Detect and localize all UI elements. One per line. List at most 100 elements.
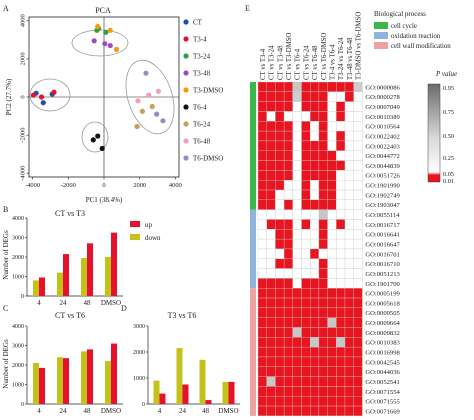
heatmap-cell bbox=[344, 396, 354, 407]
heatmap-cell bbox=[344, 199, 354, 210]
heatmap-cell bbox=[257, 160, 267, 171]
heatmap-cell bbox=[301, 366, 311, 377]
heatmap-cell bbox=[336, 219, 346, 230]
heatmap-cell bbox=[310, 386, 320, 397]
heatmap-cell bbox=[310, 140, 320, 151]
heatmap-cell bbox=[327, 386, 337, 397]
heatmap-cell bbox=[344, 219, 354, 230]
heatmap-cell bbox=[353, 307, 363, 318]
bar-down bbox=[105, 257, 111, 296]
heatmap-cell bbox=[318, 189, 328, 201]
heatmap-cell bbox=[283, 288, 293, 299]
colorbar-tick-label: 0.01 bbox=[443, 178, 454, 185]
bar-down bbox=[57, 272, 63, 296]
heatmap-cell bbox=[310, 396, 320, 407]
heatmap-cell bbox=[310, 258, 320, 269]
legend-label: T3-DMSO bbox=[193, 87, 223, 95]
heatmap-cell bbox=[292, 317, 302, 328]
heatmap-cell bbox=[327, 288, 337, 299]
heatmap-cell bbox=[344, 180, 354, 191]
pca-legend: CT T3-4 T3-24 T3-48 T3-DMSO T6-4 T6-24 T6-48 T6-… bbox=[183, 19, 223, 163]
heatmap-cell bbox=[283, 140, 293, 151]
heatmap-cell bbox=[301, 337, 311, 348]
heatmap-cell bbox=[344, 327, 354, 338]
heatmap-cell bbox=[301, 356, 311, 367]
pca-point bbox=[107, 42, 113, 49]
heatmap-cell bbox=[301, 386, 311, 397]
heatmap-cell bbox=[266, 121, 276, 132]
bar-up bbox=[111, 343, 117, 404]
heatmap-cell bbox=[344, 376, 354, 387]
heatmap-cell bbox=[318, 130, 328, 142]
pca-point bbox=[139, 108, 145, 114]
heatmap-cell bbox=[266, 327, 276, 338]
heatmap-cell bbox=[336, 238, 346, 250]
heatmap-cell bbox=[292, 130, 302, 142]
heatmap-cell bbox=[327, 209, 337, 220]
heatmap-cell bbox=[266, 91, 276, 102]
heatmap-cell bbox=[327, 317, 337, 328]
heatmap-row-label: GO:0051213 bbox=[365, 271, 400, 278]
heatmap-cell bbox=[344, 288, 354, 299]
colorbar-tick-label: 0.05 bbox=[443, 171, 454, 178]
pca-point bbox=[30, 92, 37, 98]
heatmap-cell bbox=[336, 297, 346, 309]
heatmap-cell bbox=[336, 248, 346, 259]
heatmap-cell bbox=[257, 199, 267, 210]
heatmap-cell bbox=[353, 278, 363, 289]
heatmap-cell bbox=[318, 297, 328, 309]
heatmap-cell bbox=[266, 180, 276, 191]
cluster-ellipse bbox=[125, 59, 175, 135]
y-tick-label: 4000 bbox=[12, 324, 24, 330]
heatmap-cell bbox=[310, 356, 320, 367]
heatmap-row-label: GO:0005618 bbox=[365, 300, 400, 307]
heatmap-cell bbox=[353, 229, 363, 240]
heatmap-cell bbox=[266, 199, 276, 210]
heatmap-cell bbox=[327, 297, 337, 309]
bar-down bbox=[105, 361, 111, 404]
heatmap-cell bbox=[318, 121, 328, 132]
heatmap-cell bbox=[301, 81, 311, 92]
heatmap-cell bbox=[292, 229, 302, 240]
heatmap-cell bbox=[318, 366, 328, 377]
heatmap-cell bbox=[344, 101, 354, 112]
pca-point bbox=[155, 88, 162, 94]
bar-down bbox=[57, 357, 63, 404]
heatmap-cell bbox=[310, 121, 320, 132]
heatmap-cell bbox=[292, 180, 302, 191]
panel-letter-a: A bbox=[3, 4, 9, 13]
legend-label: T6-48 bbox=[193, 138, 211, 146]
pca-point bbox=[154, 111, 160, 117]
heatmap-cell bbox=[301, 91, 311, 102]
legend-marker bbox=[183, 36, 189, 42]
x-category-label: 24 bbox=[179, 407, 187, 415]
pca-y-tick-label: -2000 bbox=[19, 128, 26, 143]
heatmap-row-label: GO:0009664 bbox=[365, 320, 400, 327]
legend-label: T6-24 bbox=[193, 121, 211, 129]
heatmap-cell bbox=[344, 278, 354, 289]
legend-label: down bbox=[145, 234, 161, 242]
heatmap-cell bbox=[301, 248, 311, 259]
x-category-label: DMSO bbox=[101, 299, 121, 307]
heatmap-cell bbox=[310, 111, 320, 122]
heatmap-cell bbox=[266, 248, 276, 259]
heatmap-cell bbox=[353, 386, 363, 397]
heatmap-cell bbox=[327, 111, 337, 122]
heatmap-cell bbox=[344, 130, 354, 142]
heatmap-cell bbox=[275, 140, 285, 151]
heatmap-cell bbox=[301, 170, 311, 181]
heatmap-cell bbox=[292, 209, 302, 220]
heatmap-cell bbox=[301, 101, 311, 112]
heatmap-cell bbox=[257, 366, 267, 377]
heatmap-cell bbox=[327, 199, 337, 210]
y-tick-label: 2000 bbox=[133, 350, 145, 356]
heatmap-cell bbox=[353, 396, 363, 407]
heatmap-cell bbox=[266, 140, 276, 151]
heatmap-cell bbox=[275, 199, 285, 210]
pca-x-axis-label: PC1 (38.4%) bbox=[86, 196, 123, 204]
heatmap-row-label: GO:0005199 bbox=[365, 291, 400, 298]
heatmap-cell bbox=[344, 268, 354, 279]
heatmap-cell bbox=[283, 327, 293, 338]
heatmap-cell bbox=[336, 160, 346, 171]
heatmap-cell bbox=[336, 150, 346, 161]
